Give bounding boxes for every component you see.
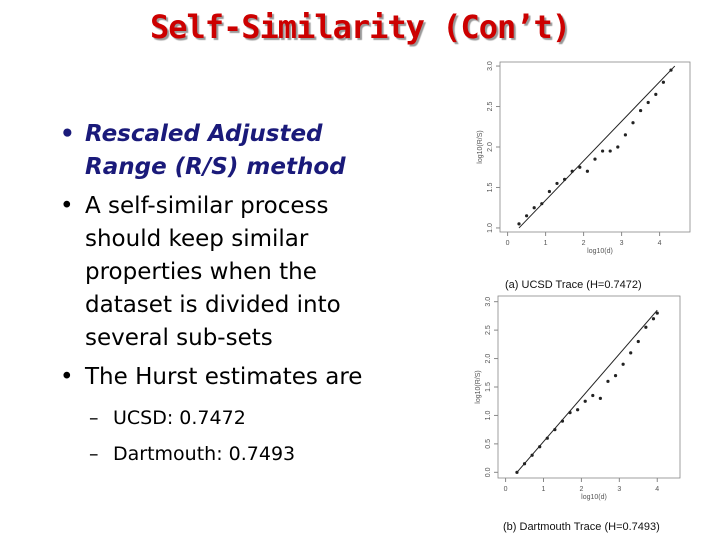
point: [560, 419, 565, 423]
point: [515, 470, 519, 474]
y-tick-label: 2.0: [487, 142, 494, 152]
bullet-text: The Hurst estimates are: [85, 364, 363, 390]
figure-caption: (a) UCSD Trace (H=0.7472): [505, 279, 642, 291]
point: [616, 145, 620, 149]
bullet: Rescaled Adjusted Range (R/S) method: [60, 118, 410, 184]
point: [654, 92, 658, 96]
point: [606, 379, 610, 383]
point: [540, 202, 544, 206]
x-tick-label: 4: [655, 486, 659, 493]
point: [568, 410, 572, 415]
point: [593, 157, 597, 161]
point: [601, 149, 605, 153]
y-tick-label: 0.5: [485, 439, 492, 449]
y-tick-label: 1.5: [487, 183, 494, 193]
sub-bullet: Dartmouth: 0.7493: [85, 436, 445, 472]
point: [547, 189, 552, 194]
plot-frame: [499, 61, 691, 233]
point: [608, 149, 612, 153]
x-tick-label: 4: [658, 240, 662, 247]
bullet: A self-similar process should keep simil…: [60, 190, 410, 355]
fit-line: [518, 65, 676, 229]
point: [669, 68, 673, 72]
point: [598, 396, 602, 400]
point: [583, 399, 587, 403]
point: [563, 177, 567, 181]
point: [545, 436, 549, 440]
point: [646, 100, 650, 105]
x-tick-label: 3: [620, 240, 624, 247]
point: [555, 181, 559, 186]
fit-line: [516, 309, 658, 473]
y-axis-label: log10(R/S): [477, 130, 484, 163]
point: [661, 80, 666, 84]
bullet-list: Rescaled Adjusted Range (R/S) method A s…: [60, 118, 420, 478]
point: [623, 133, 628, 137]
y-tick-label: 1.5: [485, 382, 492, 392]
x-tick-label: 0: [504, 486, 508, 493]
y-tick-label: 1.0: [485, 410, 492, 420]
point: [613, 374, 618, 378]
point: [576, 408, 580, 412]
point: [621, 362, 625, 366]
y-tick-label: 2.5: [485, 325, 492, 335]
x-tick-label: 1: [542, 486, 546, 493]
y-tick-label: 2.0: [485, 354, 492, 364]
point: [570, 169, 574, 173]
point: [631, 121, 635, 125]
point: [538, 445, 542, 449]
bullet: The Hurst estimates are UCSD: 0.7472 Dar…: [60, 361, 445, 472]
x-tick-label: 1: [544, 240, 548, 247]
x-tick-label: 2: [579, 486, 583, 493]
y-tick-label: 1.0: [487, 223, 494, 233]
sub-bullet: UCSD: 0.7472: [85, 400, 445, 436]
point: [553, 428, 557, 432]
y-tick-label: 3.0: [487, 61, 494, 71]
y-axis-label: log10(R/S): [475, 370, 482, 403]
point: [636, 339, 640, 344]
point: [517, 222, 521, 226]
point: [525, 214, 529, 218]
y-tick-label: 2.5: [487, 102, 494, 112]
figure-caption: (b) Dartmouth Trace (H=0.7493): [503, 521, 660, 533]
point: [585, 169, 590, 173]
x-tick-label: 3: [617, 486, 621, 493]
sub-list: UCSD: 0.7472 Dartmouth: 0.7493: [85, 400, 445, 472]
point: [644, 325, 648, 329]
slide-title: Self-Similarity (Con’t): [149, 8, 571, 46]
point: [591, 393, 595, 398]
point: [639, 108, 643, 113]
y-tick-label: 0.0: [485, 467, 492, 477]
y-tick-label: 3.0: [485, 297, 492, 307]
point: [532, 206, 536, 210]
point: [655, 311, 659, 315]
point: [522, 462, 527, 466]
x-axis-label: log10(d): [581, 494, 607, 501]
x-tick-label: 2: [582, 240, 586, 247]
point: [578, 165, 582, 169]
plot-frame: [497, 295, 681, 479]
x-axis-label: log10(d): [587, 248, 613, 255]
point: [530, 453, 534, 457]
point: [651, 317, 656, 321]
point: [629, 351, 633, 355]
x-tick-label: 0: [506, 240, 510, 247]
